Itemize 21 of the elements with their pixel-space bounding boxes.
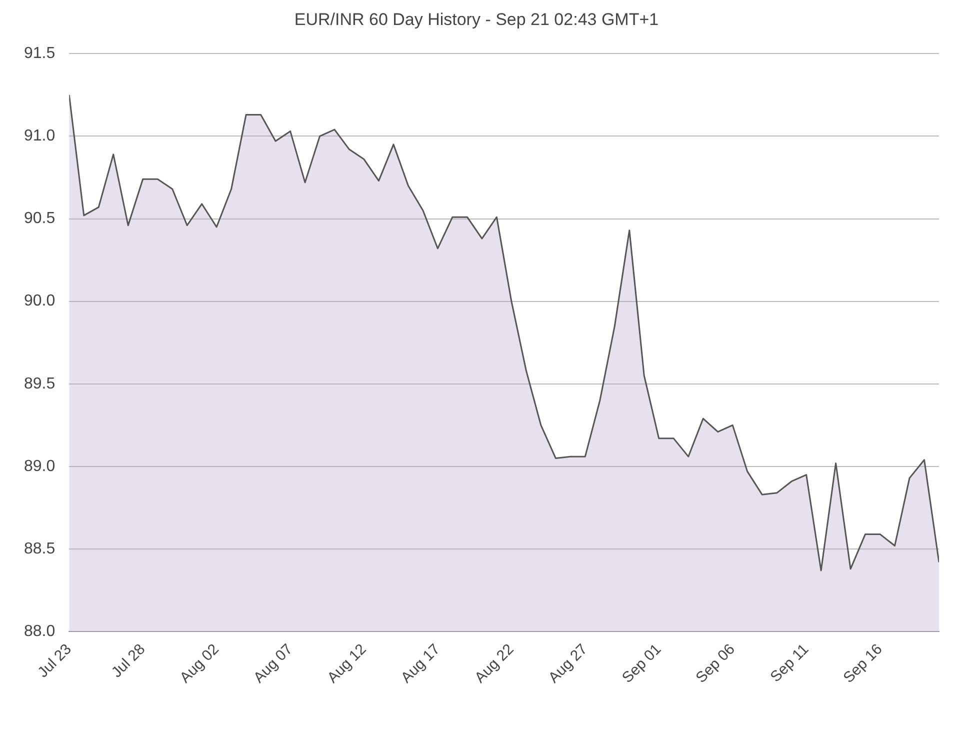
chart-title: EUR/INR 60 Day History - Sep 21 02:43 GMT+1 (293, 10, 660, 30)
y-tick-label: 89.5 (24, 375, 56, 392)
x-tick-label: Jul 28 (108, 640, 149, 682)
y-tick-label: 91.0 (24, 128, 56, 145)
y-tick-label: 88.0 (24, 623, 56, 640)
y-tick-label: 89.0 (24, 458, 56, 475)
y-tick-label: 91.5 (24, 45, 56, 62)
x-tick-label: Aug 02 (176, 640, 222, 686)
x-tick-label: Sep 01 (618, 640, 665, 686)
y-tick-label: 88.5 (24, 540, 56, 558)
y-tick-label: 90.5 (24, 210, 56, 228)
x-tick-label: Aug 17 (398, 640, 444, 686)
x-tick-label: Jul 23 (34, 640, 75, 682)
x-tick-label: Sep 16 (840, 640, 886, 686)
x-tick-label: Aug 22 (472, 640, 518, 686)
y-tick-label: 90.0 (24, 292, 56, 310)
x-tick-label: Sep 11 (767, 640, 812, 686)
x-tick-label: Sep 06 (692, 640, 738, 686)
x-tick-label: Aug 07 (250, 640, 296, 686)
x-tick-label: Aug 27 (545, 640, 591, 686)
x-tick-label: Aug 12 (324, 640, 370, 686)
